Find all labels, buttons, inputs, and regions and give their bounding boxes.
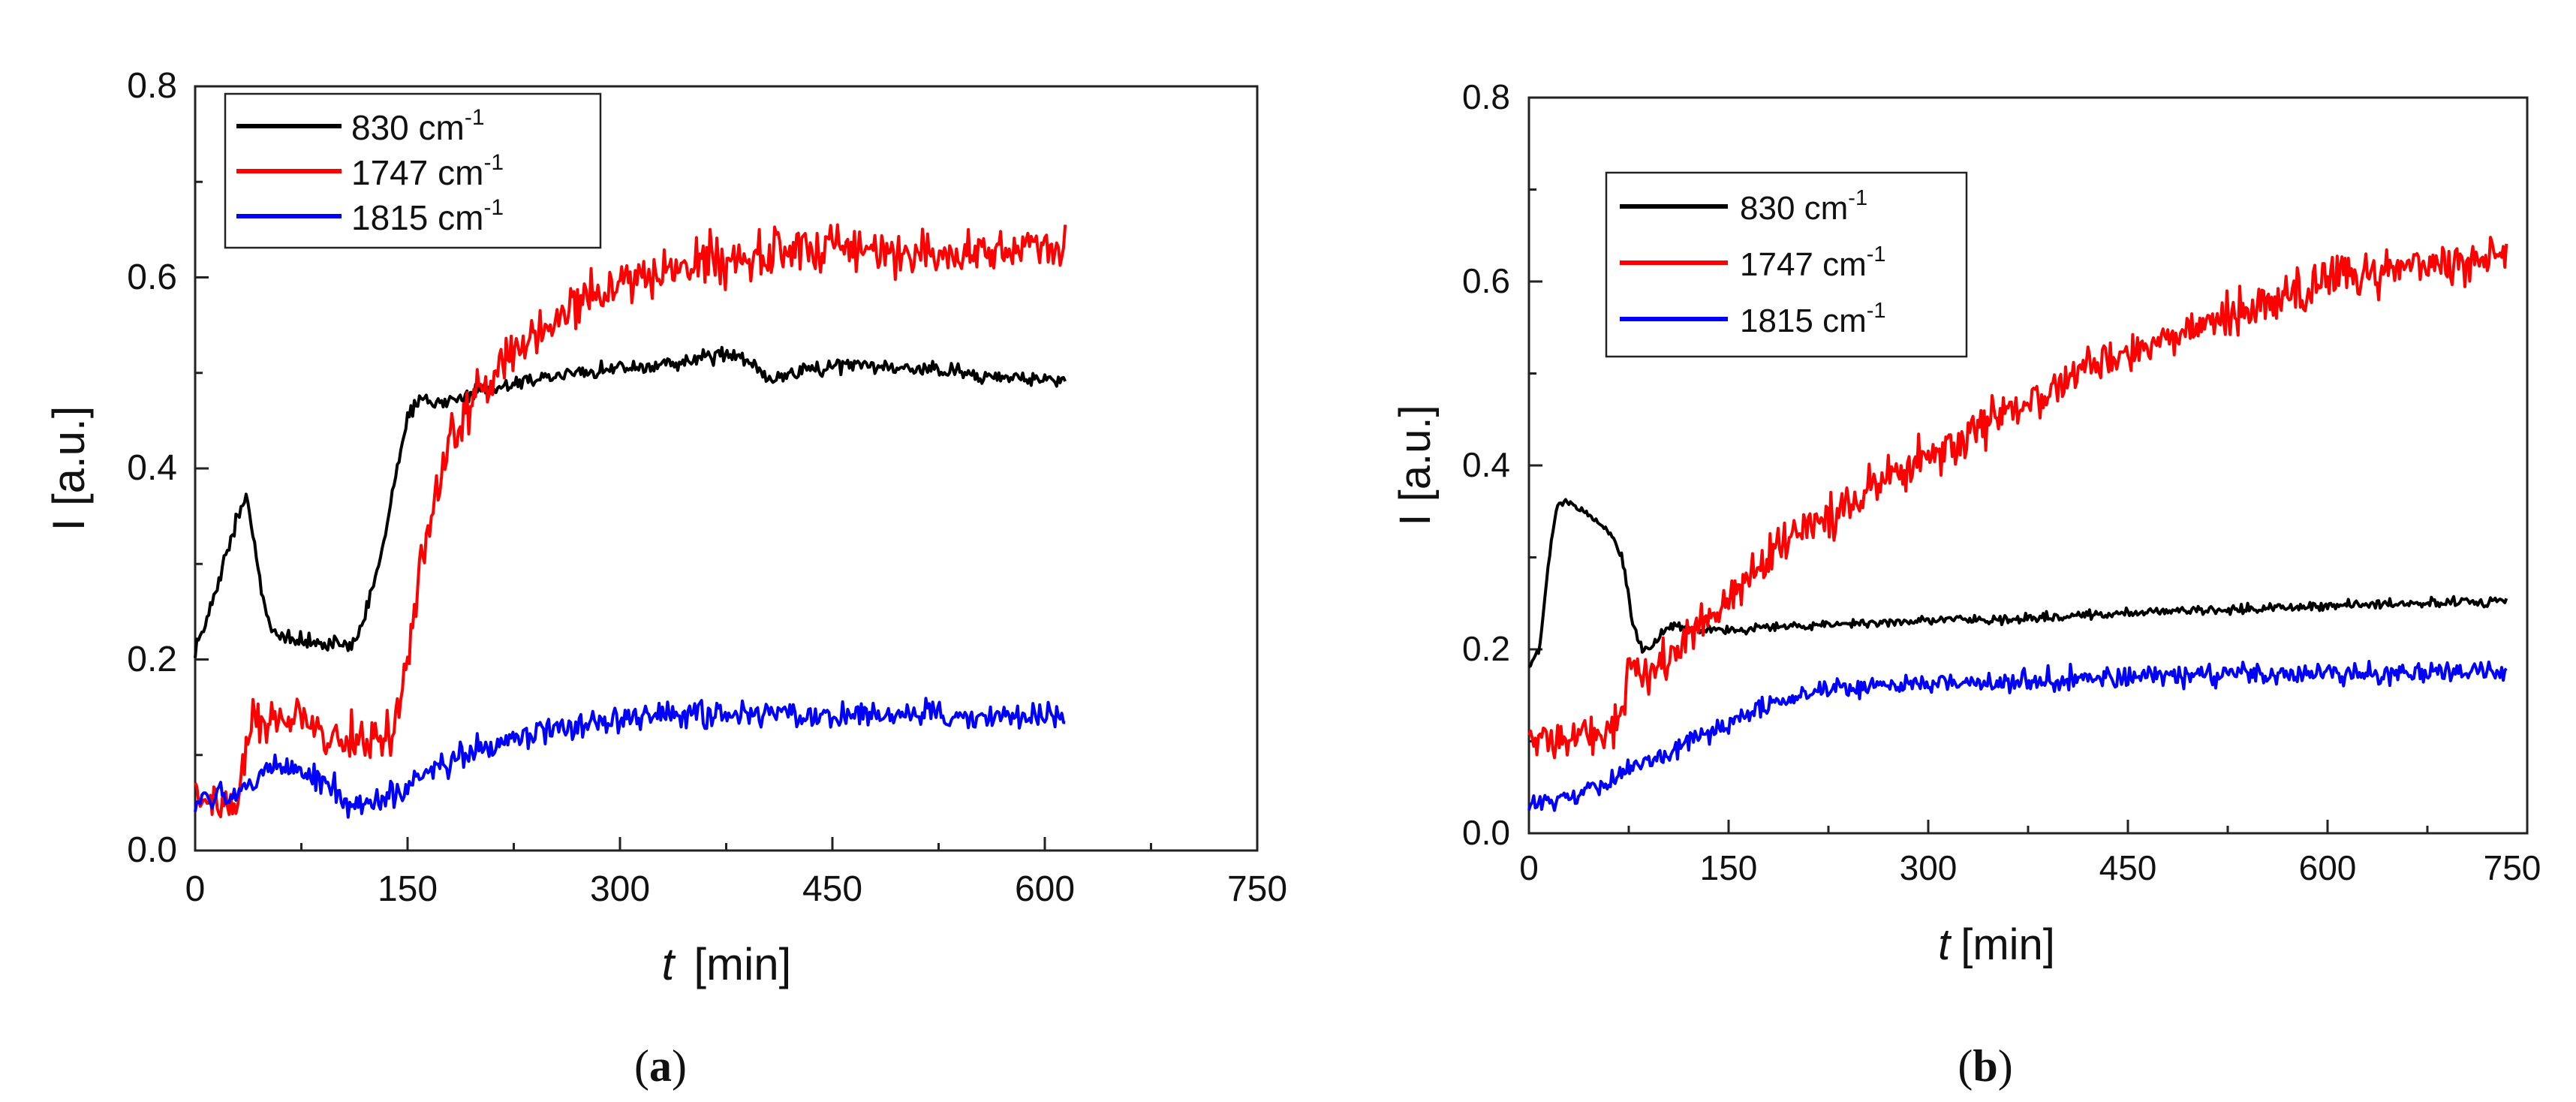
legend-label-1815: 1815 cm-1 (351, 195, 504, 237)
series-group (1527, 236, 2508, 812)
legend: 830 cm-1 1747 cm-1 1815 cm-1 (1605, 171, 1968, 358)
legend-label-1747: 1747 cm-1 (351, 150, 504, 192)
x-tick-label: 450 (802, 869, 862, 909)
legend-label-1747: 1747 cm-1 (1740, 242, 1886, 283)
chart-panel-a: 0.0 0.2 0.4 0.6 0.8 0 150 300 450 600 75… (44, 66, 1287, 1091)
x-tick-label: 0 (185, 869, 206, 909)
x-tick-label: 300 (1900, 848, 1958, 887)
y-tick-label: 0.0 (1462, 813, 1510, 852)
y-tick-label: 0.2 (127, 640, 177, 679)
x-tick-label: 150 (1700, 848, 1758, 887)
series-line-1747-cm (194, 223, 1067, 818)
axis-ticks (194, 85, 1259, 852)
y-tick-label: 0.2 (1462, 629, 1510, 668)
x-axis-unit: [min] (694, 939, 791, 989)
x-tick-label: 300 (590, 869, 650, 909)
y-tick-label: 0.0 (127, 830, 177, 870)
legend-label-1815: 1815 cm-1 (1740, 299, 1886, 339)
panel-label-a: (a) (634, 1041, 687, 1091)
chart-panel-b: 0.0 0.2 0.4 0.6 0.8 0 150 300 450 600 75… (1391, 77, 2541, 1091)
y-tick-label: 0.4 (1462, 445, 1510, 484)
legend: 830 cm-1 1747 cm-1 1815 cm-1 (224, 92, 602, 249)
x-tick-label: 600 (1015, 869, 1075, 909)
y-tick-label: 0.8 (1462, 77, 1510, 116)
series-group (194, 223, 1067, 819)
series-line-830-cm (1527, 498, 2508, 669)
series-line-1815-cm (1527, 660, 2508, 812)
series-line-1747-cm (1527, 236, 2508, 760)
x-tick-label: 450 (2099, 848, 2157, 887)
x-axis-symbol: t (1938, 920, 1952, 969)
x-tick-label: 750 (1227, 869, 1287, 909)
axis-ticks (1527, 96, 2529, 835)
x-axis-title: t [min] (1938, 920, 2055, 969)
series-line-1815-cm (194, 697, 1066, 819)
x-axis-title: t [min] (662, 939, 792, 989)
legend-label-830: 830 cm-1 (351, 105, 485, 147)
y-axis-title: I [a.u.] (44, 406, 94, 531)
x-tick-label: 150 (378, 869, 438, 909)
x-tick-label: 0 (1519, 848, 1539, 887)
x-tick-label: 750 (2484, 848, 2541, 887)
x-tick-label: 600 (2299, 848, 2357, 887)
legend-label-830: 830 cm-1 (1740, 186, 1867, 227)
y-tick-label: 0.6 (127, 257, 177, 297)
series-line-830-cm (194, 345, 1067, 658)
y-tick-label: 0.4 (127, 448, 177, 488)
x-axis-symbol: t (662, 939, 676, 989)
y-tick-label: 0.6 (1462, 261, 1510, 300)
panel-label-b: (b) (1958, 1041, 2012, 1091)
y-tick-label: 0.8 (127, 66, 177, 106)
y-axis-title: I [a.u.] (1391, 405, 1440, 525)
x-axis-unit: [min] (1961, 920, 2055, 969)
